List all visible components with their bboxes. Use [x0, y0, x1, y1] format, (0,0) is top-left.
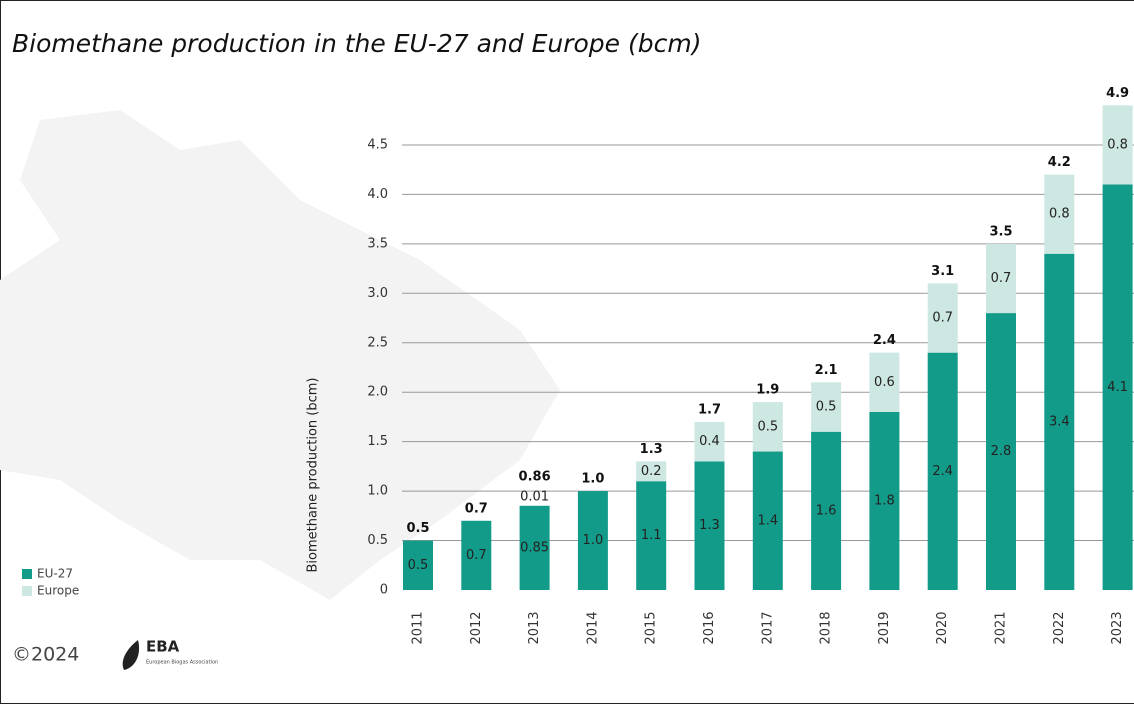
value-label: 0.85	[520, 540, 549, 555]
legend-swatch	[22, 586, 32, 596]
bar-segment	[636, 481, 667, 590]
y-tick-label: 3.5	[367, 236, 388, 251]
value-label: 0.5	[757, 419, 778, 434]
bar-segment	[1102, 105, 1133, 185]
value-label: 1.3	[699, 518, 720, 533]
total-label: 3.5	[989, 224, 1012, 239]
bar-segment	[519, 504, 550, 506]
value-label: 4.1	[1107, 380, 1128, 395]
logo-subtitle: European Biogas Association	[146, 660, 218, 666]
bar-segment	[927, 283, 958, 353]
value-label: 1.8	[874, 493, 895, 508]
value-label: 1.0	[583, 533, 604, 548]
x-tick-label: 2015	[644, 611, 659, 644]
x-tick-label: 2016	[702, 611, 717, 644]
total-label: 1.0	[581, 472, 604, 487]
y-tick-label: 4.5	[367, 137, 388, 152]
bar-segment	[1044, 253, 1075, 591]
value-label: 1.6	[816, 503, 837, 518]
chart-title: Biomethane production in the EU-27 and E…	[12, 29, 701, 58]
legend-swatch	[22, 569, 32, 579]
total-label: 2.1	[815, 363, 838, 378]
total-label: 0.5	[406, 521, 429, 536]
x-tick-label: 2014	[585, 611, 600, 644]
value-label: 0.7	[932, 311, 953, 326]
value-label: 1.1	[641, 528, 662, 543]
total-label: 4.9	[1106, 86, 1129, 101]
logo: EBA	[146, 638, 180, 656]
total-label: 0.7	[465, 501, 488, 516]
copyright: ©2024	[12, 644, 79, 666]
value-label: 0.7	[991, 271, 1012, 286]
value-label: 0.6	[874, 375, 895, 390]
total-label: 1.3	[640, 442, 663, 457]
x-tick-label: 2020	[935, 611, 950, 644]
bar-segment	[577, 491, 608, 590]
bar-segment	[1102, 184, 1133, 590]
total-label: 2.4	[873, 333, 896, 348]
x-tick-label: 2012	[469, 611, 484, 644]
bar-segment	[986, 313, 1016, 590]
total-label: 4.2	[1048, 155, 1071, 170]
x-tick-label: 2017	[760, 611, 775, 644]
bar-segment	[403, 540, 433, 590]
y-tick-label: 2.0	[367, 385, 388, 400]
value-label: 0.8	[1107, 137, 1128, 152]
legend: EU-27 Europe	[22, 567, 79, 598]
x-tick-label: 2013	[527, 611, 542, 644]
x-tick-label: 2022	[1052, 611, 1067, 644]
map-background	[0, 110, 560, 600]
bar-segment	[811, 382, 842, 432]
x-tick-label: 2011	[411, 611, 426, 644]
y-tick-label: 0.5	[367, 533, 388, 548]
y-tick-label: 1.0	[367, 484, 388, 499]
bar-segment	[986, 243, 1016, 314]
total-label: 1.7	[698, 402, 721, 417]
bar-segment	[869, 352, 900, 412]
x-tick-label: 2021	[994, 611, 1009, 644]
value-label: 0.5	[816, 400, 837, 415]
bar-segment	[694, 421, 725, 462]
bar-segment	[927, 352, 958, 590]
logo-leaf	[122, 640, 140, 670]
bar-segment	[811, 431, 842, 590]
y-tick-label: 2.5	[367, 335, 388, 350]
bar-segment	[636, 461, 667, 482]
total-label: 0.86	[519, 469, 551, 484]
x-tick-label: 2018	[819, 611, 834, 644]
value-label: 0.2	[641, 464, 662, 479]
bar-segment	[694, 461, 725, 590]
value-label: 2.4	[932, 464, 953, 479]
value-label: 2.8	[991, 444, 1012, 459]
legend-label: Europe	[37, 584, 79, 598]
bar-segment	[752, 402, 783, 452]
bar-segment	[519, 505, 550, 590]
bar-segment	[752, 451, 783, 590]
total-label: 1.9	[756, 383, 779, 398]
value-label: 3.4	[1049, 414, 1070, 429]
value-label: 0.5	[408, 558, 429, 573]
value-label: 0.4	[699, 434, 720, 449]
total-label: 3.1	[931, 264, 954, 279]
y-tick-label: 3.0	[367, 286, 388, 301]
y-axis-label: Biomethane production (bcm)	[306, 378, 321, 573]
y-tick-label: 0	[380, 583, 388, 598]
bar-segment	[461, 520, 492, 590]
legend-label: EU-27	[37, 567, 73, 581]
value-label: 0.8	[1049, 207, 1070, 222]
x-tick-label: 2019	[877, 611, 892, 644]
y-tick-label: 4.0	[367, 187, 388, 202]
value-label: 0.7	[466, 548, 487, 563]
value-label: 0.01	[520, 489, 549, 504]
x-tick-label: 2023	[1110, 611, 1125, 644]
value-label: 1.4	[757, 513, 778, 528]
bar-segment	[1044, 174, 1075, 254]
y-tick-label: 1.5	[367, 434, 388, 449]
bar-segment	[869, 411, 900, 590]
